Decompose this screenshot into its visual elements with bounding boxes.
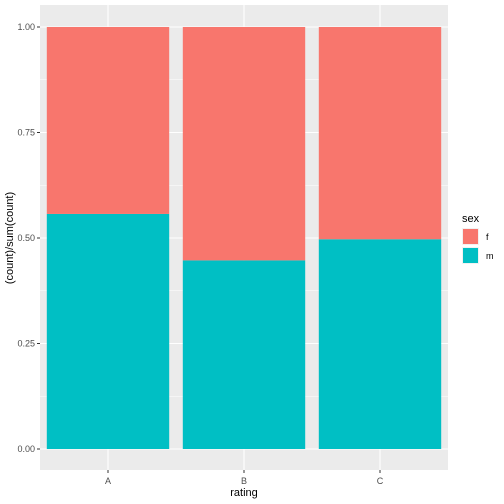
y-axis-title: (count)/sum(count) xyxy=(4,192,16,284)
bar-A-f xyxy=(46,27,170,214)
legend: sex fm xyxy=(462,213,494,264)
bar-B-m xyxy=(182,260,306,449)
x-axis-title: rating xyxy=(230,487,258,499)
bar-A-m xyxy=(46,213,170,449)
legend-label-m: m xyxy=(486,251,494,261)
legend-key-f xyxy=(463,229,478,244)
x-tick-label: C xyxy=(377,476,384,486)
legend-title: sex xyxy=(462,213,480,225)
y-tick-label: 0.25 xyxy=(17,339,35,349)
y-tick-label: 1.00 xyxy=(17,22,35,32)
y-tick-label: 0.50 xyxy=(17,233,35,243)
legend-label-f: f xyxy=(486,232,489,242)
legend-key-m xyxy=(463,248,478,263)
y-tick-label: 0.75 xyxy=(17,128,35,138)
y-tick-label: 0.00 xyxy=(17,444,35,454)
x-tick-label: B xyxy=(241,476,247,486)
bars xyxy=(46,27,442,449)
bar-B-f xyxy=(182,27,306,261)
x-axis: A B C xyxy=(105,470,384,486)
bar-C-f xyxy=(318,27,442,240)
y-axis: 0.00 0.25 0.50 0.75 1.00 xyxy=(17,22,40,454)
x-tick-label: A xyxy=(105,476,111,486)
bar-C-m xyxy=(318,239,442,449)
